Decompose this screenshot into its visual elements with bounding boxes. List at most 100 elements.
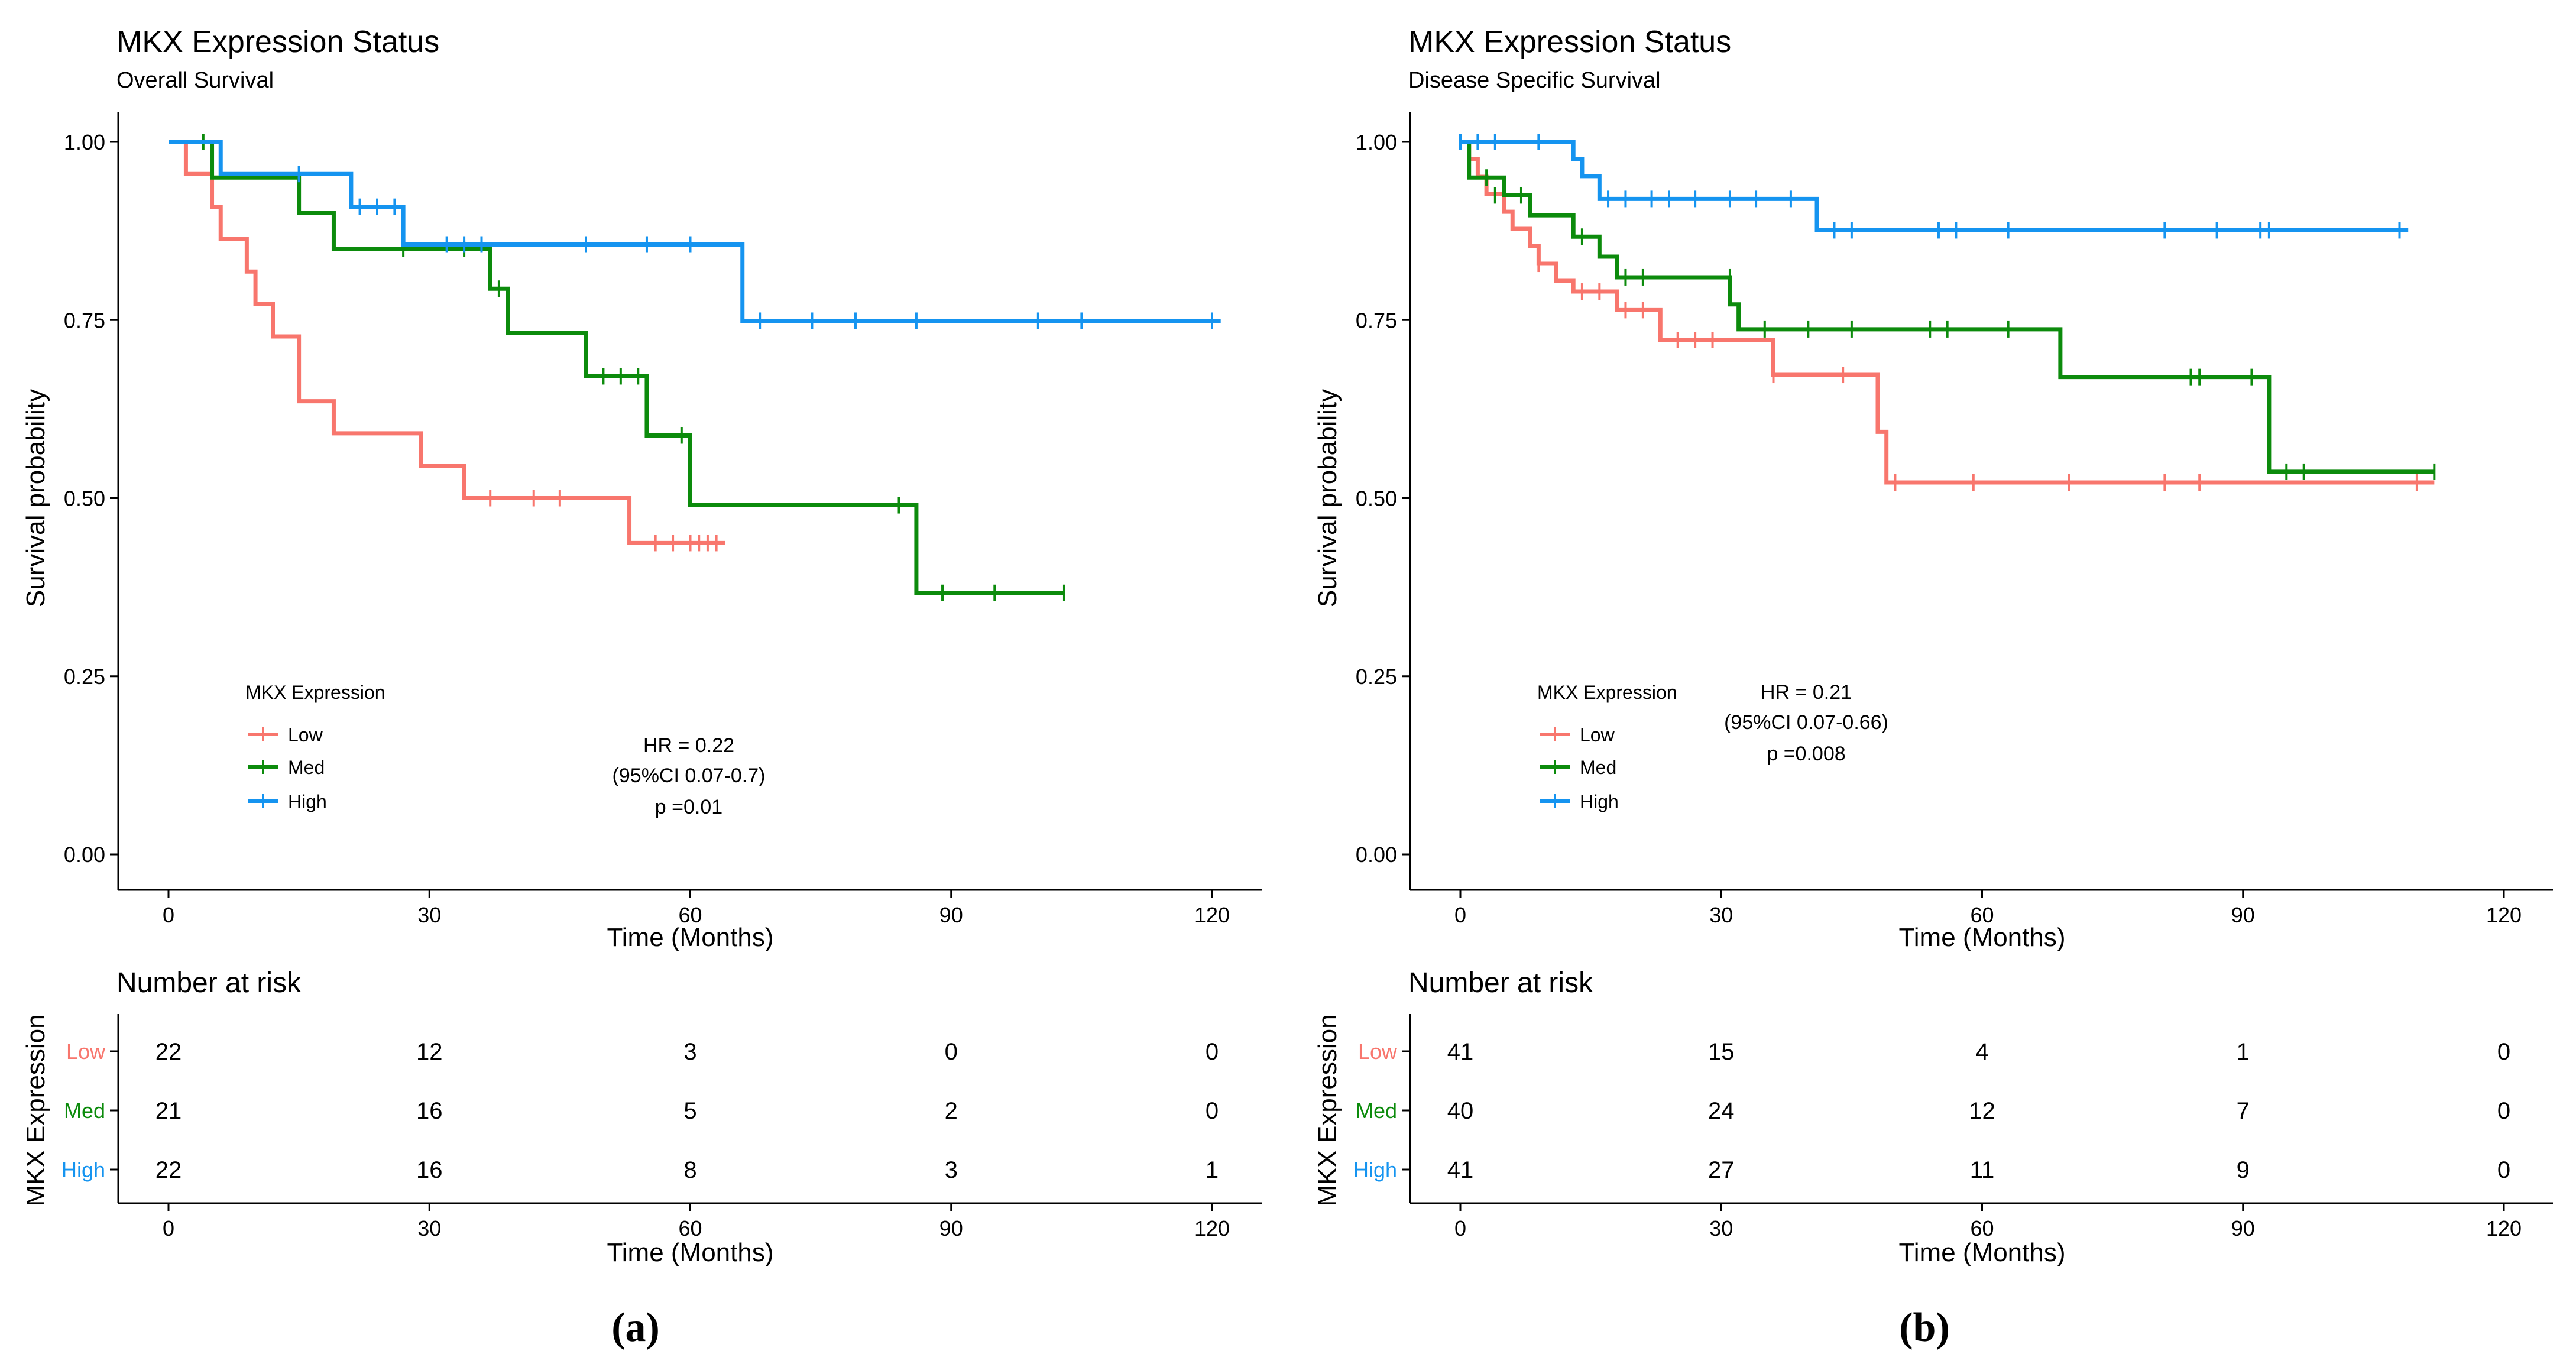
- km-series-med: [1460, 140, 2436, 480]
- km-series-med: [169, 134, 1065, 601]
- risk-count: 12: [416, 1039, 443, 1065]
- panel-label: (a): [611, 1305, 660, 1350]
- risk-count: 41: [1447, 1157, 1474, 1183]
- legend-label-low: Low: [288, 724, 323, 746]
- risk-count: 16: [416, 1098, 443, 1124]
- risk-count: 15: [1708, 1039, 1735, 1065]
- risk-y-axis-label: MKX Expression: [21, 1014, 50, 1206]
- risk-count: 12: [1969, 1098, 1995, 1124]
- risk-x-tick-label: 120: [2486, 1216, 2522, 1240]
- chart-title: MKX Expression Status: [116, 25, 439, 59]
- risk-x-axis-label: Time (Months): [607, 1238, 774, 1267]
- risk-count: 21: [155, 1098, 182, 1124]
- chart-legend: MKX Expression Low Med High: [245, 682, 385, 812]
- risk-x-tick-label: 30: [417, 1216, 441, 1240]
- risk-x-tick-label: 60: [1970, 1216, 1994, 1240]
- risk-count: 41: [1447, 1039, 1474, 1065]
- km-curve-med: [1460, 140, 2435, 474]
- stats-annotation: HR = 0.22 (95%CI 0.07-0.7) p =0.01: [613, 734, 766, 818]
- risk-table-title: Number at risk: [1408, 967, 1593, 999]
- risk-count: 5: [683, 1098, 696, 1124]
- risk-count: 2: [945, 1098, 958, 1124]
- chart-subtitle: Overall Survival: [116, 68, 274, 93]
- x-tick-label: 120: [1194, 903, 1230, 927]
- risk-count: 16: [416, 1157, 443, 1183]
- risk-count: 27: [1708, 1157, 1735, 1183]
- stats-line: p =0.008: [1767, 743, 1845, 765]
- risk-count: 1: [2237, 1039, 2250, 1065]
- x-tick-label: 120: [2486, 903, 2522, 927]
- km-series-low: [1460, 140, 2435, 491]
- x-tick-label: 60: [1970, 903, 1994, 927]
- legend-title: MKX Expression: [1537, 682, 1677, 703]
- stats-line: HR = 0.21: [1761, 681, 1852, 704]
- km-curve-med: [169, 140, 1064, 595]
- risk-count: 0: [2497, 1098, 2510, 1124]
- risk-count: 1: [1206, 1157, 1219, 1183]
- risk-count: 0: [2497, 1157, 2510, 1183]
- km-panel-disease-specific-survival: MKX Expression Status Disease Specific Su…: [1313, 25, 2553, 1350]
- y-tick-label: 0.00: [1356, 843, 1397, 867]
- risk-count: 3: [945, 1157, 958, 1183]
- legend-label-high: High: [1580, 791, 1619, 812]
- x-tick-label: 60: [678, 903, 702, 927]
- x-tick-label: 30: [1709, 903, 1733, 927]
- km-curve-high: [1460, 140, 2409, 232]
- x-tick-label: 30: [417, 903, 441, 927]
- risk-row-label-med: Med: [64, 1099, 105, 1123]
- stats-line: (95%CI 0.07-0.66): [1724, 711, 1888, 734]
- y-axis-label: Survival probability: [21, 389, 50, 607]
- risk-count: 0: [1206, 1039, 1219, 1065]
- km-curve-low: [1460, 140, 2435, 485]
- risk-count: 0: [1206, 1098, 1219, 1124]
- y-tick-label: 0.75: [64, 308, 105, 332]
- risk-x-tick-label: 0: [1454, 1216, 1466, 1240]
- km-panel-overall-survival: MKX Expression Status Overall Survival 0.0…: [21, 25, 1262, 1350]
- x-tick-label: 90: [939, 903, 963, 927]
- risk-count: 7: [2237, 1098, 2250, 1124]
- y-tick-label: 0.50: [1356, 487, 1397, 511]
- chart-subtitle: Disease Specific Survival: [1408, 68, 1661, 93]
- risk-x-axis-label: Time (Months): [1899, 1238, 2066, 1267]
- risk-table-title: Number at risk: [116, 967, 302, 999]
- risk-row-label-med: Med: [1356, 1099, 1397, 1123]
- x-axis-label: Time (Months): [1899, 923, 2066, 952]
- risk-count: 3: [683, 1039, 696, 1065]
- risk-count: 8: [683, 1157, 696, 1183]
- risk-count: 4: [1975, 1039, 1988, 1065]
- km-series-high: [1459, 134, 2409, 239]
- risk-x-tick-label: 60: [678, 1216, 702, 1240]
- risk-count: 40: [1447, 1098, 1474, 1124]
- legend-label-med: Med: [288, 757, 325, 778]
- y-tick-label: 0.75: [1356, 308, 1397, 332]
- x-tick-label: 0: [1454, 903, 1466, 927]
- panel-label: (b): [1899, 1305, 1950, 1350]
- risk-x-tick-label: 90: [2231, 1216, 2255, 1240]
- chart-title: MKX Expression Status: [1408, 25, 1731, 59]
- x-axis-label: Time (Months): [607, 923, 774, 952]
- km-curve-low: [169, 140, 725, 545]
- risk-count: 22: [155, 1157, 182, 1183]
- stats-line: p =0.01: [655, 796, 722, 818]
- risk-count: 0: [945, 1039, 958, 1065]
- y-tick-label: 0.25: [64, 665, 105, 689]
- risk-x-tick-label: 0: [163, 1216, 174, 1240]
- legend-label-med: Med: [1580, 757, 1616, 778]
- y-tick-label: 0.50: [64, 487, 105, 511]
- y-tick-label: 0.25: [1356, 665, 1397, 689]
- y-tick-label: 1.00: [64, 130, 105, 154]
- y-tick-label: 1.00: [1356, 130, 1397, 154]
- km-series-low: [169, 140, 725, 552]
- stats-line: (95%CI 0.07-0.7): [613, 765, 766, 787]
- risk-count: 22: [155, 1039, 182, 1065]
- chart-legend: MKX Expression Low Med High: [1537, 682, 1677, 812]
- risk-count: 11: [1970, 1157, 1995, 1183]
- risk-y-axis-label: MKX Expression: [1313, 1014, 1342, 1206]
- risk-x-tick-label: 30: [1709, 1216, 1733, 1240]
- stats-annotation: HR = 0.21 (95%CI 0.07-0.66) p =0.008: [1724, 681, 1888, 765]
- risk-row-label-low: Low: [66, 1039, 106, 1064]
- x-tick-label: 0: [163, 903, 174, 927]
